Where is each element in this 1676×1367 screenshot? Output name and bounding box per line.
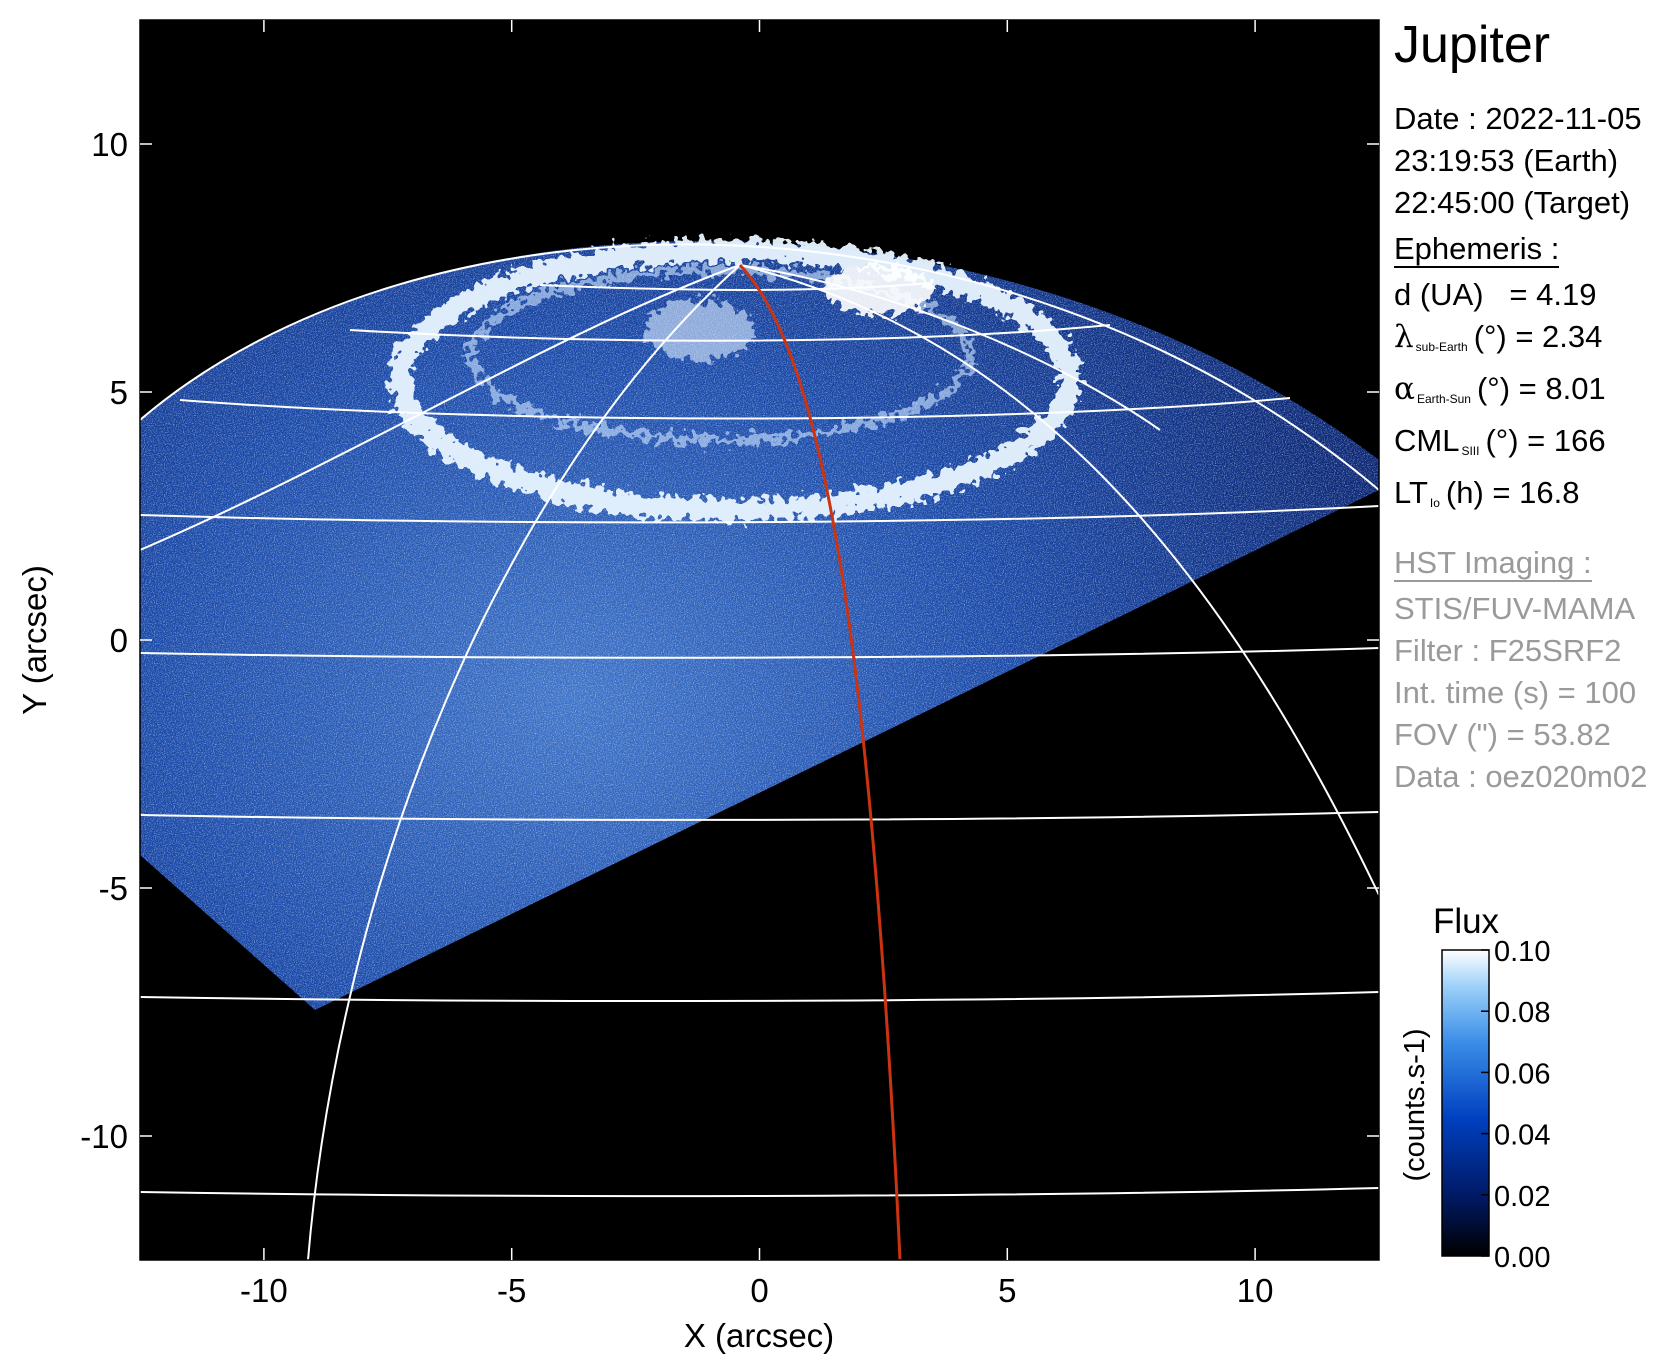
latitude-line <box>140 1187 1379 1198</box>
colorbar-label: (counts.s-1) <box>1399 1028 1431 1181</box>
x-tick-label: 10 <box>1237 1272 1274 1309</box>
meridian-line <box>140 264 741 551</box>
lat-lon-grid <box>140 243 1379 1260</box>
y-tick-label: -10 <box>80 1118 128 1155</box>
latitude-line <box>179 397 1291 420</box>
colorbar-tick-label: 0.06 <box>1494 1058 1550 1090</box>
x-tick-label: -10 <box>240 1272 288 1309</box>
x-tick-label: 0 <box>750 1272 768 1309</box>
page-title: Jupiter <box>1394 16 1551 74</box>
y-tick-label: 10 <box>91 126 128 163</box>
y-axis: -10 -5 0 5 10 <box>80 126 1379 1155</box>
hst-instrument: STIS/FUV-MAMA <box>1394 591 1636 626</box>
meridian-line <box>739 264 1161 431</box>
colorbar <box>1441 949 1490 1257</box>
date-line: Date : 2022-11-05 <box>1394 101 1642 136</box>
limb <box>140 243 1379 491</box>
latitude-line <box>140 991 1379 1003</box>
ephemeris-header: Ephemeris : <box>1394 231 1560 268</box>
y-tick-label: 5 <box>110 374 128 411</box>
hst-fov: FOV (") = 53.82 <box>1394 717 1611 752</box>
ephem-io-local-time: LT Io (h) = 16.8 <box>1394 475 1580 510</box>
earth-time: 23:19:53 (Earth) <box>1394 143 1619 178</box>
colorbar-title: Flux <box>1433 902 1500 941</box>
meridian-line <box>739 264 1379 896</box>
ephemeris-block: Ephemeris : d (UA) = 4.19 λ sub-Earth (°) … <box>1394 224 1674 524</box>
ephem-sub-earth-latitude: λ sub-Earth (°) = 2.34 <box>1394 319 1603 355</box>
x-tick-label: 5 <box>998 1272 1016 1309</box>
x-tick-label: -5 <box>497 1272 526 1309</box>
colorbar-tick-label: 0.08 <box>1494 997 1550 1029</box>
latitude-line <box>140 505 1379 524</box>
x-axis-label: X (arcsec) <box>684 1317 834 1354</box>
hst-data-id: Data : oez020m02 <box>1394 759 1648 794</box>
colorbar-tick-label: 0.04 <box>1494 1120 1550 1152</box>
colorbar-tick-label: 0.02 <box>1494 1181 1550 1213</box>
central-meridian <box>738 263 902 1260</box>
ephem-phase-angle: α Earth-Sun (°) = 8.01 <box>1394 371 1606 407</box>
hst-block: HST Imaging : STIS/FUV-MAMA Filter : F25… <box>1394 538 1674 798</box>
y-tick-label: 0 <box>110 622 128 659</box>
hst-int-time: Int. time (s) = 100 <box>1394 675 1637 710</box>
x-axis: -10 -5 0 5 10 <box>240 20 1273 1309</box>
latitude-line <box>140 647 1379 659</box>
meridian-line <box>307 264 741 1260</box>
ephem-distance: d (UA) = 4.19 <box>1394 277 1597 312</box>
target-time: 22:45:00 (Target) <box>1394 185 1631 220</box>
hst-filter: Filter : F25SRF2 <box>1394 633 1622 668</box>
ephem-cml: CML SIII (°) = 166 <box>1394 423 1606 458</box>
colorbar-ticks: 0.00 0.02 0.04 0.06 0.08 0.10 <box>1481 936 1550 1274</box>
colorbar-tick-label: 0.10 <box>1494 936 1550 968</box>
latitude-line <box>349 324 1111 342</box>
hst-header: HST Imaging : <box>1394 545 1592 582</box>
colorbar-tick-label: 0.00 <box>1494 1242 1550 1274</box>
info-panel: Jupiter Date : 2022-11-05 23:19:53 (Eart… <box>1394 16 1674 798</box>
y-axis-label: Y (arcsec) <box>16 565 53 715</box>
y-tick-label: -5 <box>99 870 128 907</box>
latitude-line <box>140 811 1379 821</box>
